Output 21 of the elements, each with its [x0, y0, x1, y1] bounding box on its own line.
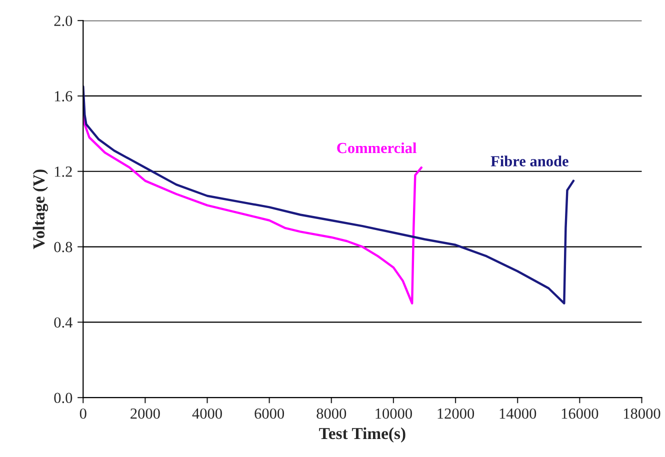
x-tick-label: 4000: [192, 408, 222, 419]
y-tick-label: 0.8: [54, 242, 72, 252]
x-tick-label: 8000: [316, 408, 346, 419]
x-tick-label: 6000: [254, 408, 284, 419]
y-tick-label: 0.0: [54, 392, 72, 404]
x-tick-label: 10000: [376, 408, 412, 419]
y-axis-title: Voltage (V): [32, 170, 48, 250]
series-label: Commercial: [337, 142, 416, 154]
y-tick-label: 1.6: [54, 91, 72, 102]
x-tick-label: 0: [80, 408, 86, 419]
x-tick-label: 16000: [562, 408, 598, 419]
y-tick-label: 0.4: [54, 317, 72, 328]
x-axis-title: Test Time(s): [319, 427, 406, 443]
x-tick-label: 14000: [500, 408, 536, 419]
line-series: [83, 85, 575, 304]
x-tick-label: 18000: [624, 408, 660, 419]
series-label: Fibre anode: [490, 156, 568, 166]
x-tick-label: 2000: [130, 408, 160, 419]
y-tick-label: 1.2: [54, 166, 72, 177]
y-tick-label: 2.0: [54, 16, 72, 26]
x-tick-label: 12000: [438, 408, 474, 419]
